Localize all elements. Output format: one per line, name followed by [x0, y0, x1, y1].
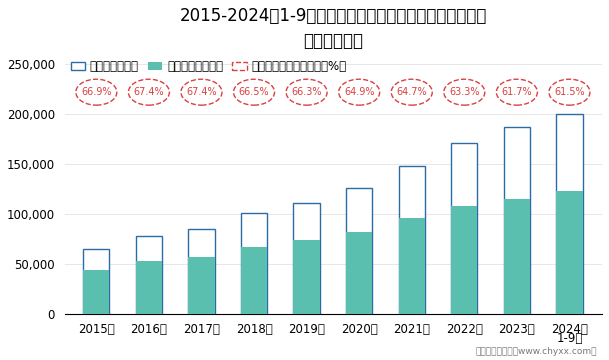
Bar [294, 240, 320, 314]
Bar [136, 261, 162, 314]
Bar [504, 198, 530, 314]
Text: 64.9%: 64.9% [344, 87, 375, 97]
Text: 61.5%: 61.5% [554, 87, 585, 97]
Bar [399, 166, 425, 314]
Bar [399, 218, 425, 314]
Bar [136, 236, 162, 314]
Text: 63.3%: 63.3% [449, 87, 479, 97]
Bar [188, 229, 214, 314]
Bar [451, 206, 477, 314]
Bar [556, 191, 583, 314]
Text: 67.4%: 67.4% [133, 87, 164, 97]
Bar [241, 247, 267, 314]
Bar [83, 270, 110, 314]
Text: 61.7%: 61.7% [502, 87, 532, 97]
Bar [346, 188, 372, 314]
Bar [504, 127, 530, 314]
Bar [346, 232, 372, 314]
Text: 67.4%: 67.4% [186, 87, 217, 97]
Bar [451, 143, 477, 314]
Legend: 总资产（亿元）, 流动资产（亿元）, 流动资产占总资产比率（%）: 总资产（亿元）, 流动资产（亿元）, 流动资产占总资产比率（%） [71, 60, 347, 73]
Title: 2015-2024年1-9月计算机、通信和其他电子设备制造业企
业资产统计图: 2015-2024年1-9月计算机、通信和其他电子设备制造业企 业资产统计图 [180, 7, 487, 50]
Text: 66.5%: 66.5% [239, 87, 269, 97]
Text: 66.9%: 66.9% [81, 87, 111, 97]
Text: 66.3%: 66.3% [291, 87, 322, 97]
Bar [294, 203, 320, 314]
Text: 1-9月: 1-9月 [556, 332, 583, 345]
Text: 64.7%: 64.7% [396, 87, 427, 97]
Bar [83, 249, 110, 314]
Bar [241, 213, 267, 314]
Bar [556, 114, 583, 314]
Bar [188, 257, 214, 314]
Text: 制图：智研咋询（www.chyxx.com）: 制图：智研咋询（www.chyxx.com） [475, 347, 597, 356]
